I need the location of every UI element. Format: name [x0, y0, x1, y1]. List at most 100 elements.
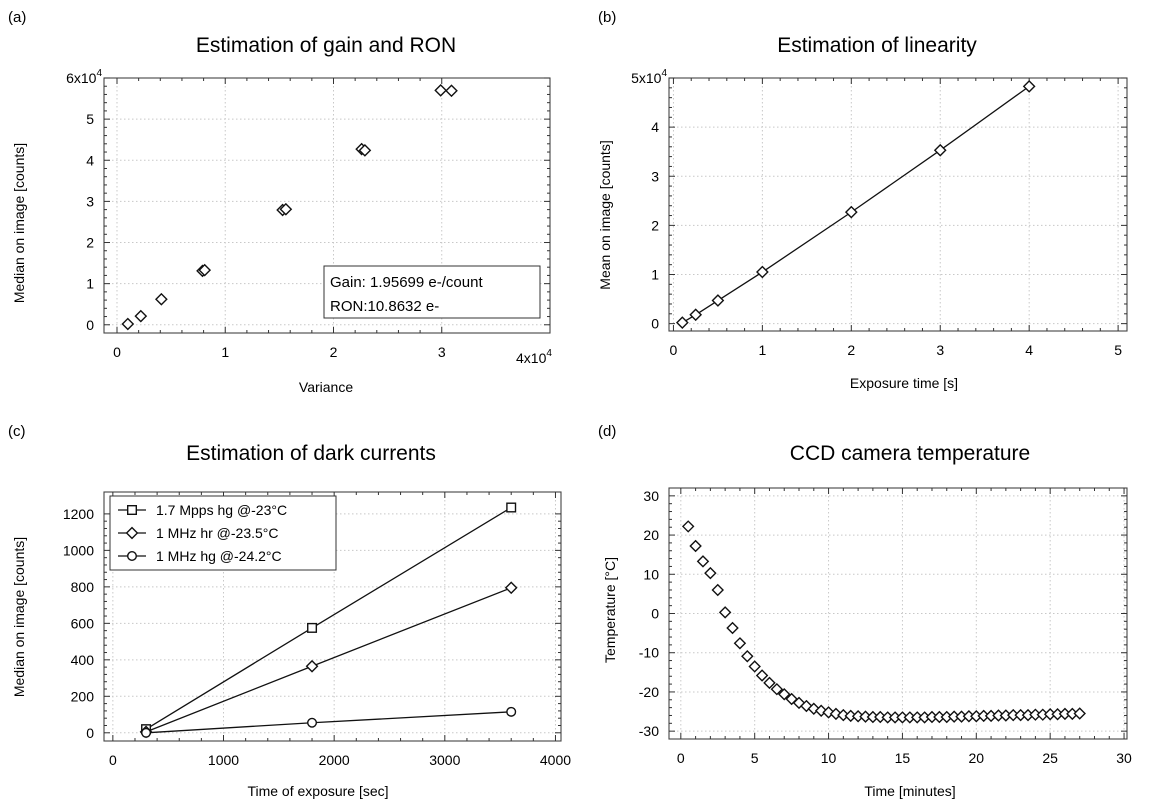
panel-label: (c) — [8, 423, 26, 440]
data-point — [506, 502, 517, 513]
y-tick-label: 3 — [651, 168, 659, 184]
x-tick-label: 2000 — [319, 752, 350, 768]
data-point — [681, 520, 695, 533]
data-point — [704, 566, 717, 580]
panel-label: (d) — [598, 423, 616, 440]
panel-b: (b) Estimation of linearity Exposure tim… — [597, 9, 1128, 391]
y-tick-label: 0 — [86, 317, 94, 333]
data-point — [134, 309, 148, 323]
panel-a: (a) Estimation of gain and RON Variance … — [8, 9, 552, 395]
panel-label: (b) — [598, 9, 616, 26]
plot-frame — [668, 77, 1128, 332]
data-point — [844, 205, 858, 219]
y-tick-label: 30 — [643, 488, 659, 504]
y-tick-label: 400 — [71, 652, 95, 668]
series-line — [146, 711, 512, 734]
legend-marker — [125, 526, 139, 540]
y-axis-label: Median on image [counts] — [11, 143, 27, 303]
x-tick-label: 5 — [1114, 342, 1122, 358]
data-point — [155, 292, 168, 306]
x-tick-label: 30 — [1116, 750, 1132, 766]
data-point — [1022, 79, 1036, 93]
data-point — [777, 688, 791, 701]
data-point — [279, 202, 293, 216]
y-axis-label: Median on image [counts] — [11, 537, 27, 697]
x-tick-label: 2 — [330, 344, 338, 360]
x-tick-label: 0 — [113, 344, 121, 360]
x-axis-label: Variance — [299, 379, 353, 395]
x-exponent-label: 4x104 — [516, 348, 552, 366]
y-tick-label: 1000 — [63, 542, 94, 558]
x-axis-label: Time of exposure [sec] — [247, 783, 388, 799]
y-tick-label: 5 — [86, 111, 94, 127]
data-point — [711, 294, 725, 307]
legend-label: 1 MHz hg @-24.2°C — [156, 548, 282, 564]
y-tick-label: 0 — [651, 316, 659, 332]
y-tick-label: -20 — [639, 684, 659, 700]
x-tick-label: 4 — [1025, 342, 1033, 358]
legend-label: 1.7 Mpps hg @-23°C — [156, 502, 287, 518]
y-tick-label: 1 — [86, 276, 94, 292]
data-point — [741, 650, 754, 663]
data-point — [198, 263, 212, 277]
x-tick-label: 0 — [677, 750, 685, 766]
legend-marker — [126, 504, 137, 515]
data-point — [689, 539, 702, 553]
x-tick-label: 10 — [821, 750, 837, 766]
data-point — [1073, 707, 1086, 720]
y-tick-label: 6x104 — [66, 68, 102, 86]
data-point — [755, 669, 769, 682]
y-tick-label: -30 — [639, 723, 659, 739]
data-point — [445, 84, 458, 98]
x-tick-label: 1000 — [208, 752, 239, 768]
plot-frame — [103, 77, 551, 334]
data-point — [358, 144, 372, 157]
y-axis-label: Mean on image [counts] — [597, 140, 613, 289]
x-tick-label: 1 — [221, 344, 229, 360]
panel-label: (a) — [8, 9, 26, 26]
x-tick-label: 0 — [670, 342, 678, 358]
y-tick-label: 0 — [86, 725, 94, 741]
y-tick-label: 800 — [71, 579, 95, 595]
panel-d: (d) CCD camera temperature Time [minutes… — [598, 423, 1132, 799]
x-tick-label: 3 — [438, 344, 446, 360]
y-tick-label: 3 — [86, 193, 94, 209]
legend: 1.7 Mpps hg @-23°C 1 MHz hr @-23.5°C 1 MHz… — [109, 495, 337, 571]
data-point — [733, 637, 747, 650]
data-point — [763, 676, 776, 690]
chart-title: Estimation of linearity — [777, 34, 977, 57]
data-point — [506, 706, 517, 717]
y-tick-label: 20 — [643, 527, 659, 543]
y-axis-label: Temperature [°C] — [602, 557, 618, 663]
data-point — [434, 83, 448, 97]
data-point — [696, 555, 710, 568]
ron-text: RON:10.8632 e- — [330, 298, 439, 315]
data-point — [504, 581, 518, 595]
data-point — [748, 660, 761, 673]
series-line — [682, 85, 1030, 324]
y-tick-label: 0 — [651, 606, 659, 622]
x-tick-label: 15 — [895, 750, 911, 766]
data-point — [141, 727, 152, 738]
chart-title: CCD camera temperature — [790, 442, 1030, 465]
plot-area: 0 5 10 15 20 25 30 -30 -20 -10 0 10 20 30 — [639, 487, 1132, 766]
x-tick-label: 3000 — [429, 752, 460, 768]
chart-title: Estimation of dark currents — [186, 442, 436, 465]
data-point — [711, 583, 724, 597]
x-tick-label: 0 — [109, 752, 117, 768]
plot-area: 0 1 2 3 4 5 0 1 2 3 4 5x104 — [631, 68, 1128, 358]
y-tick-label: 4 — [86, 152, 94, 168]
data-point — [307, 717, 318, 728]
y-tick-label: 5x104 — [631, 68, 667, 86]
data-point — [933, 143, 947, 157]
y-tick-label: 200 — [71, 688, 95, 704]
data-point — [837, 708, 850, 722]
y-tick-label: 2 — [651, 217, 659, 233]
x-tick-label: 20 — [969, 750, 985, 766]
panel-c: (c) Estimation of dark currents Time of … — [8, 423, 571, 799]
x-tick-label: 3 — [936, 342, 944, 358]
legend-frame — [109, 495, 337, 571]
legend-marker — [126, 550, 137, 561]
data-point — [675, 316, 689, 330]
data-point — [770, 682, 784, 696]
